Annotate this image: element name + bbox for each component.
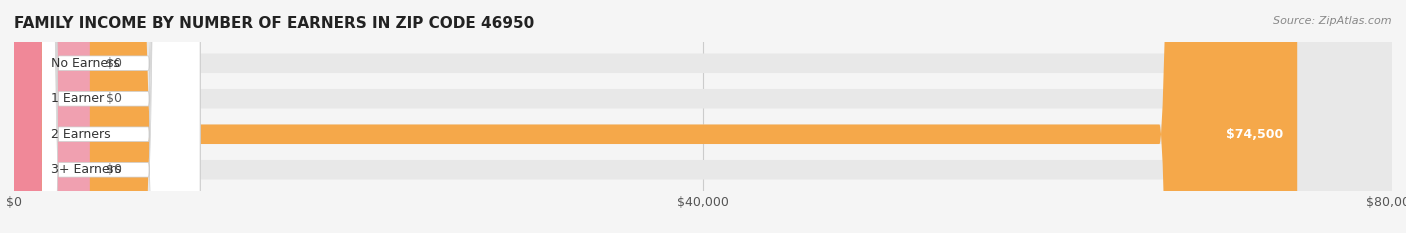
- Text: No Earners: No Earners: [51, 57, 120, 70]
- FancyBboxPatch shape: [14, 0, 1392, 233]
- FancyBboxPatch shape: [7, 0, 42, 233]
- FancyBboxPatch shape: [7, 0, 42, 233]
- FancyBboxPatch shape: [14, 0, 1392, 233]
- FancyBboxPatch shape: [14, 0, 1298, 233]
- FancyBboxPatch shape: [14, 0, 90, 233]
- Text: 3+ Earners: 3+ Earners: [51, 163, 121, 176]
- Text: $0: $0: [107, 163, 122, 176]
- FancyBboxPatch shape: [7, 0, 200, 233]
- FancyBboxPatch shape: [14, 0, 90, 233]
- Text: 1 Earner: 1 Earner: [51, 92, 104, 105]
- FancyBboxPatch shape: [7, 0, 200, 233]
- Text: FAMILY INCOME BY NUMBER OF EARNERS IN ZIP CODE 46950: FAMILY INCOME BY NUMBER OF EARNERS IN ZI…: [14, 16, 534, 31]
- Text: Source: ZipAtlas.com: Source: ZipAtlas.com: [1274, 16, 1392, 26]
- FancyBboxPatch shape: [7, 0, 200, 233]
- FancyBboxPatch shape: [14, 0, 90, 233]
- FancyBboxPatch shape: [14, 0, 1392, 233]
- FancyBboxPatch shape: [14, 0, 1392, 233]
- Text: $74,500: $74,500: [1226, 128, 1284, 141]
- FancyBboxPatch shape: [7, 0, 42, 233]
- FancyBboxPatch shape: [7, 0, 200, 233]
- Text: $0: $0: [107, 57, 122, 70]
- Text: $0: $0: [107, 92, 122, 105]
- FancyBboxPatch shape: [7, 0, 42, 233]
- Text: 2 Earners: 2 Earners: [51, 128, 111, 141]
